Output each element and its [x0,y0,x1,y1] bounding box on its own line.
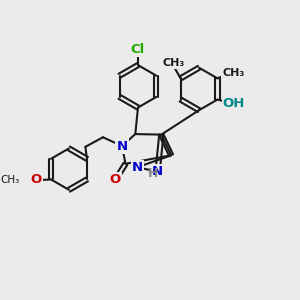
Text: N: N [116,140,128,152]
Text: CH₃: CH₃ [222,68,244,78]
Text: OH: OH [223,97,245,110]
Text: H: H [148,167,158,180]
Text: CH₃: CH₃ [163,58,185,68]
Text: N: N [132,161,143,174]
Text: O: O [31,173,42,187]
Text: O: O [110,173,121,186]
Text: N: N [152,165,163,178]
Text: Cl: Cl [130,43,144,56]
Text: CH₃: CH₃ [1,175,20,185]
